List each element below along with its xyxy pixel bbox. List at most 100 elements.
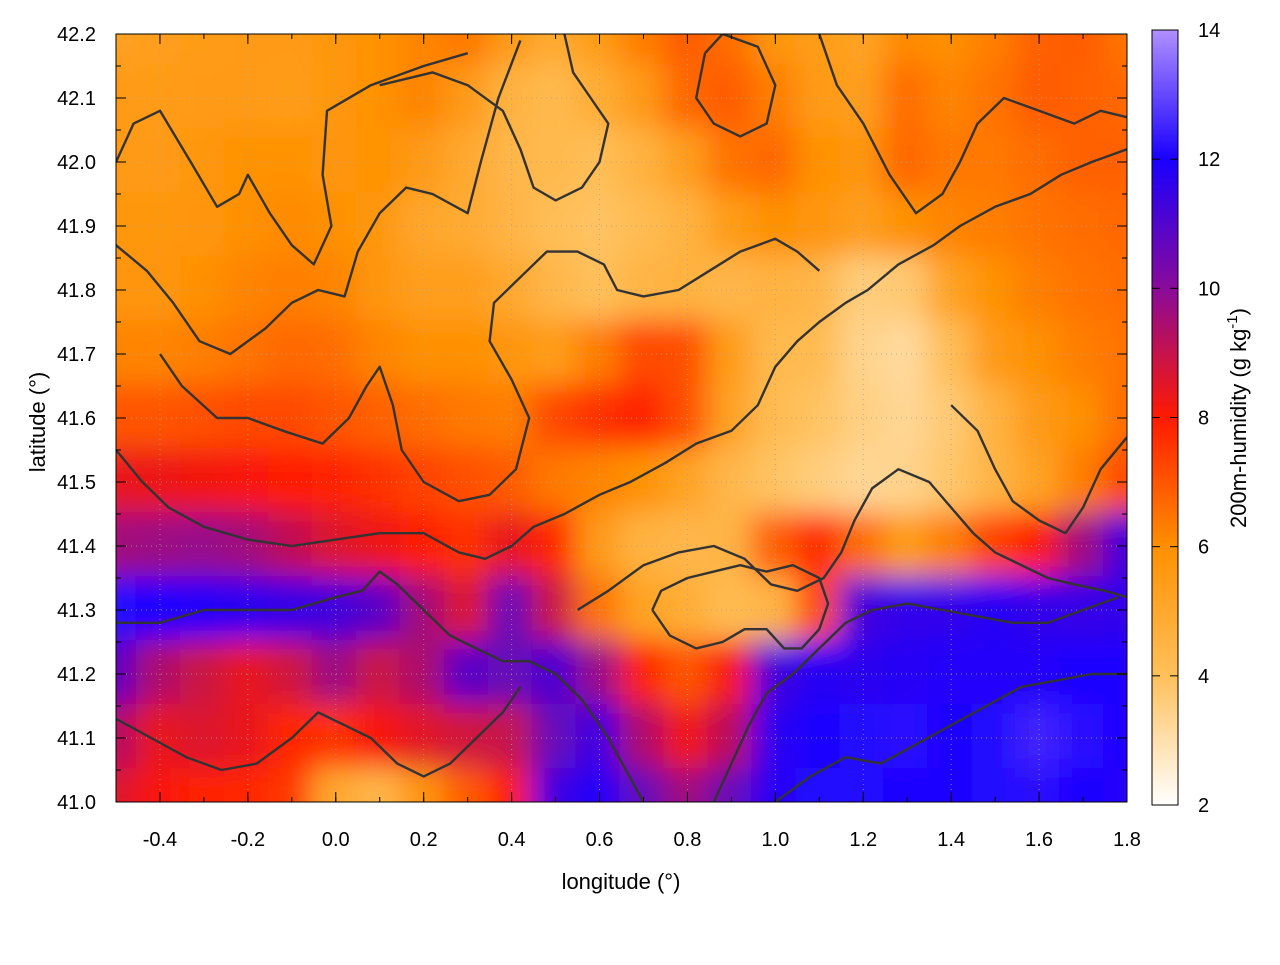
colorbar-title: 200m-humidity (g kg-1) xyxy=(1224,308,1251,528)
heatmap-cell xyxy=(116,64,140,132)
heatmap-cell xyxy=(663,128,712,196)
contour-line xyxy=(159,237,821,503)
heatmap-cell xyxy=(531,576,580,644)
colorbar-tick-label: 8 xyxy=(1198,408,1209,430)
y-tick-label: 41.5 xyxy=(57,472,96,494)
heatmap-cell xyxy=(575,384,624,452)
heatmap-cell xyxy=(179,192,228,260)
heatmap-cell xyxy=(883,64,932,132)
y-axis-title: latitude (°) xyxy=(25,372,50,473)
heatmap-cell xyxy=(399,512,448,580)
heatmap-cell xyxy=(619,64,668,132)
heatmap-cell xyxy=(839,384,888,452)
heatmap-cell xyxy=(1059,768,1108,802)
heatmap-cell xyxy=(795,256,844,324)
colorbar-title-superscript: -1 xyxy=(1224,315,1241,328)
y-tick-label: 41.6 xyxy=(57,408,96,430)
heatmap-cell xyxy=(795,448,844,516)
heatmap-cell xyxy=(619,384,668,452)
y-tick-label: 41.2 xyxy=(57,664,96,686)
colorbar-title-suffix: ) xyxy=(1226,308,1251,315)
heatmap-cell xyxy=(443,576,492,644)
x-tick-label: 1.8 xyxy=(1113,829,1141,851)
heatmap-cell xyxy=(267,768,316,802)
heatmap-cell xyxy=(399,384,448,452)
heatmap-cell xyxy=(575,512,624,580)
heatmap-cell xyxy=(795,640,844,708)
heatmap-cell xyxy=(1103,384,1127,452)
heatmap-cell xyxy=(355,768,404,802)
heatmap-cell xyxy=(355,320,404,388)
heatmap-cell xyxy=(1059,34,1108,69)
heatmap-cell xyxy=(1103,192,1127,260)
contour-line xyxy=(379,34,610,202)
heatmap-cell xyxy=(1059,704,1108,772)
contour-line xyxy=(116,39,522,356)
heatmap-cell xyxy=(179,320,228,388)
heatmap-cell xyxy=(1015,192,1064,260)
heatmap-cell xyxy=(443,128,492,196)
heatmap-cell xyxy=(1015,448,1064,516)
heatmap-cell xyxy=(443,256,492,324)
heatmap-cell xyxy=(1103,128,1127,196)
heatmap-cell xyxy=(1015,128,1064,196)
x-tick-label: 1.4 xyxy=(937,829,965,851)
y-tick-label: 41.7 xyxy=(57,344,96,366)
plot-area xyxy=(116,34,1127,802)
heatmap-cell xyxy=(443,384,492,452)
heatmap-cell xyxy=(883,128,932,196)
heatmap-cell xyxy=(179,448,228,516)
heatmap-cell xyxy=(355,128,404,196)
y-tick-label: 42.1 xyxy=(57,88,96,110)
heatmap-cell xyxy=(179,768,228,802)
colorbar-ticks: 2 4 6 8 10 12 14 xyxy=(1152,20,1220,817)
colorbar: 2 4 6 8 10 12 14 xyxy=(1151,20,1220,817)
heatmap-cell xyxy=(619,34,668,69)
x-tick-label: 1.2 xyxy=(849,829,877,851)
heatmap-cell xyxy=(116,34,140,69)
heatmap-cell xyxy=(1103,512,1127,580)
contour-lines xyxy=(116,34,1127,802)
x-tick-label: -0.4 xyxy=(143,829,177,851)
contour-line xyxy=(651,564,830,650)
heatmap-cell xyxy=(839,64,888,132)
heatmap-cell xyxy=(135,704,184,772)
heatmap-cell xyxy=(1059,384,1108,452)
colorbar-tick-label: 4 xyxy=(1198,666,1209,688)
heatmap-cell xyxy=(707,34,756,69)
colorbar-tick-label: 14 xyxy=(1198,20,1220,42)
heatmap-cell xyxy=(116,576,140,644)
heatmap-cell xyxy=(1103,256,1127,324)
contour-line xyxy=(695,34,777,138)
heatmap-cell xyxy=(355,192,404,260)
heatmap-cell xyxy=(116,256,140,324)
heatmap-cell xyxy=(795,128,844,196)
heatmap-cell xyxy=(355,34,404,69)
heatmap-cell xyxy=(619,192,668,260)
heatmap-cell xyxy=(795,192,844,260)
heatmap-cell xyxy=(531,192,580,260)
heatmap-cell xyxy=(1103,704,1127,772)
heatmap-cell xyxy=(116,192,140,260)
heatmap-cell xyxy=(355,640,404,708)
x-tick-label: 0.0 xyxy=(322,829,350,851)
contour-line xyxy=(116,52,469,266)
heatmap-cell xyxy=(135,384,184,452)
heatmap-cell xyxy=(619,256,668,324)
heatmap-cell xyxy=(839,512,888,580)
heatmap-cell xyxy=(116,128,140,196)
heatmap-cell xyxy=(751,128,800,196)
heatmap-cell xyxy=(575,64,624,132)
heatmap-cell xyxy=(531,704,580,772)
heatmap-cell xyxy=(443,768,492,802)
heatmap-cell xyxy=(619,320,668,388)
x-axis-title: longitude (°) xyxy=(562,869,681,894)
heatmap-cell xyxy=(1103,34,1127,69)
heatmap-cell xyxy=(1059,320,1108,388)
heatmap-cell xyxy=(531,128,580,196)
heatmap-cell xyxy=(883,448,932,516)
grid-lines xyxy=(116,34,1127,802)
heatmap-cell xyxy=(179,34,228,69)
heatmap-cell xyxy=(399,704,448,772)
